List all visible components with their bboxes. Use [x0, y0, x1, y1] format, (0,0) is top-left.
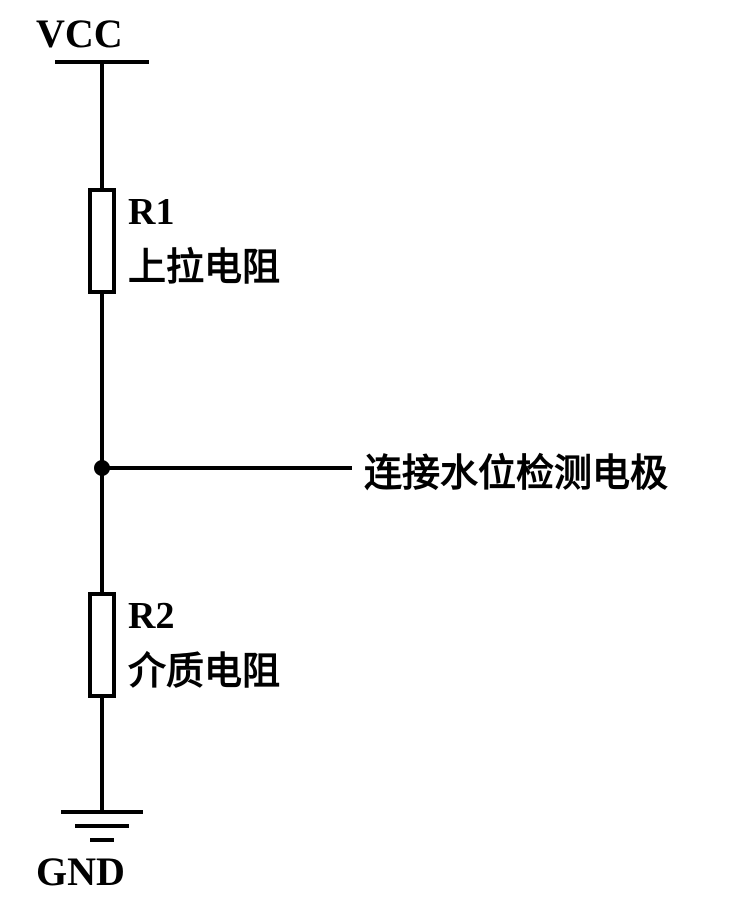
wire-r2-to-gnd	[100, 698, 104, 810]
wire-tap-to-electrode	[100, 466, 352, 470]
gnd-label: GND	[36, 848, 125, 895]
wire-node-to-r2	[100, 466, 104, 592]
r1-ref-label: R1	[128, 190, 174, 234]
r1-desc-label: 上拉电阻	[128, 236, 280, 291]
r2-desc-label: 介质电阻	[128, 640, 280, 695]
resistor-r1	[88, 188, 116, 294]
vcc-label: VCC	[36, 10, 123, 57]
gnd-bar-1	[61, 810, 143, 814]
gnd-bar-2	[75, 824, 129, 828]
tap-label: 连接水位检测电极	[364, 442, 668, 497]
gnd-bar-3	[90, 838, 114, 842]
wire-r1-to-node	[100, 294, 104, 470]
circuit-diagram: VCC R1 上拉电阻 连接水位检测电极 R2 介质电阻 GND	[0, 0, 743, 916]
resistor-r2	[88, 592, 116, 698]
r2-ref-label: R2	[128, 594, 174, 638]
wire-vcc-to-r1	[100, 60, 104, 188]
